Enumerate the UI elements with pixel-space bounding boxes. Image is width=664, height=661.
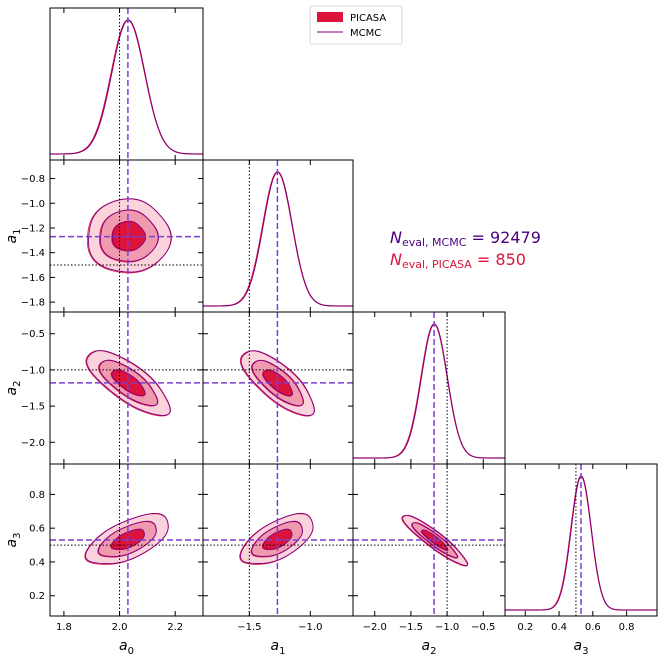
- ytick-label-1: −1.4: [21, 248, 45, 259]
- ytick-label-2: −1.5: [21, 402, 45, 413]
- ytick-label-3: 0.2: [29, 591, 45, 602]
- legend-swatch-picasa: [317, 12, 343, 22]
- contour-mcmc-2-1-2: [262, 369, 294, 397]
- panel-0-0: [49, 7, 204, 161]
- ytick-label-2: −2.0: [21, 438, 45, 449]
- ytick-label-3: 0.8: [29, 490, 45, 501]
- ytick-label-2: −1.0: [21, 365, 45, 376]
- legend-label-picasa: PICASA: [350, 13, 386, 24]
- neval-mcmc: Neval, MCMC = 92479: [390, 228, 541, 249]
- contour-mcmc-2-0-1: [98, 359, 159, 406]
- contour-mcmc-3-1-1: [251, 520, 303, 557]
- contour-mcmc-3-2-0: [402, 514, 469, 567]
- xtick-label-3: 0.4: [551, 622, 567, 633]
- ytick-label-3: 0.6: [29, 524, 45, 535]
- marginal-mcmc-2: [353, 323, 505, 459]
- marginal-picasa-0: [50, 19, 203, 155]
- ytick-label-1: −1.8: [21, 298, 45, 309]
- ytick-label-2: −0.5: [21, 329, 45, 340]
- ylabel-1: a1: [4, 229, 23, 244]
- marginal-mcmc-0: [50, 19, 203, 155]
- ylabel-2: a2: [4, 381, 23, 396]
- contour-mcmc-1-0-2: [112, 220, 147, 252]
- xtick-label-3: 0.8: [619, 622, 635, 633]
- panel-3-2: −2.0 −1.5 −1.0 −0.5: [352, 463, 506, 633]
- xtick-label-2: −0.5: [471, 622, 495, 633]
- xtick-label-2: −2.0: [363, 622, 387, 633]
- xtick-label-3: 0.6: [585, 622, 601, 633]
- contour-mcmc-2-0-2: [111, 369, 146, 397]
- neval-picasa: Neval, PICASA = 850: [390, 250, 526, 271]
- xtick-label-0: 2.0: [112, 622, 128, 633]
- legend-label-mcmc: MCMC: [350, 28, 381, 39]
- ytick-label-3: 0.4: [29, 557, 45, 568]
- xtick-label-1: −1.0: [298, 622, 322, 633]
- xlabel-0: a0: [119, 638, 134, 657]
- panel-frame-0-0: [49, 7, 204, 161]
- panel-2-1: [202, 311, 354, 465]
- panel-3-3: 0.2 0.4 0.6 0.8: [504, 463, 658, 633]
- xlabel-3: a3: [574, 638, 589, 657]
- neval-annotation: Neval, MCMC = 92479 Neval, PICASA = 850: [390, 228, 541, 271]
- panel-frame-3-3: [504, 463, 658, 617]
- contour-mcmc-2-1-1: [251, 359, 304, 407]
- ytick-label-1: −1.6: [21, 273, 45, 284]
- panel-3-1: −1.5 −1.0: [202, 463, 354, 633]
- contour-mcmc-3-2-2: [421, 529, 449, 551]
- ytick-label-1: −1.2: [21, 223, 45, 234]
- panel-3-0: 1.8 2.0 2.2 0.2 0.4 0.6 0.8: [29, 463, 204, 633]
- panel-2-2: [352, 311, 506, 465]
- contour-mcmc-3-1-2: [262, 528, 293, 550]
- ylabel-3: a3: [4, 533, 23, 548]
- xtick-label-2: −1.0: [435, 622, 459, 633]
- xtick-label-2: −1.5: [399, 622, 423, 633]
- contour-mcmc-3-1-0: [239, 512, 314, 564]
- xtick-label-0: 1.8: [56, 622, 72, 633]
- contour-mcmc-3-0-2: [110, 528, 145, 550]
- marginal-picasa-2: [353, 323, 505, 459]
- panel-1-1: [202, 159, 354, 313]
- xlabel-2: a2: [422, 638, 437, 657]
- contour-mcmc-2-0-0: [86, 350, 171, 416]
- contour-mcmc-3-0-0: [85, 512, 169, 565]
- panel-1-0: −1.8 −1.6 −1.4 −1.2 −1.0 −0.8: [21, 159, 204, 313]
- xlabel-1: a1: [271, 638, 286, 657]
- contour-mcmc-3-2-1: [411, 522, 459, 559]
- legend: PICASA MCMC: [309, 5, 403, 45]
- xtick-label-0: 2.2: [167, 622, 183, 633]
- ytick-label-1: −1.0: [21, 199, 45, 210]
- xtick-label-1: −1.5: [237, 622, 261, 633]
- panel-2-0: −2.0 −1.5 −1.0 −0.5: [21, 311, 204, 465]
- xtick-label-3: 0.2: [517, 622, 533, 633]
- ytick-label-1: −0.8: [21, 174, 45, 185]
- contour-mcmc-2-1-0: [240, 350, 315, 417]
